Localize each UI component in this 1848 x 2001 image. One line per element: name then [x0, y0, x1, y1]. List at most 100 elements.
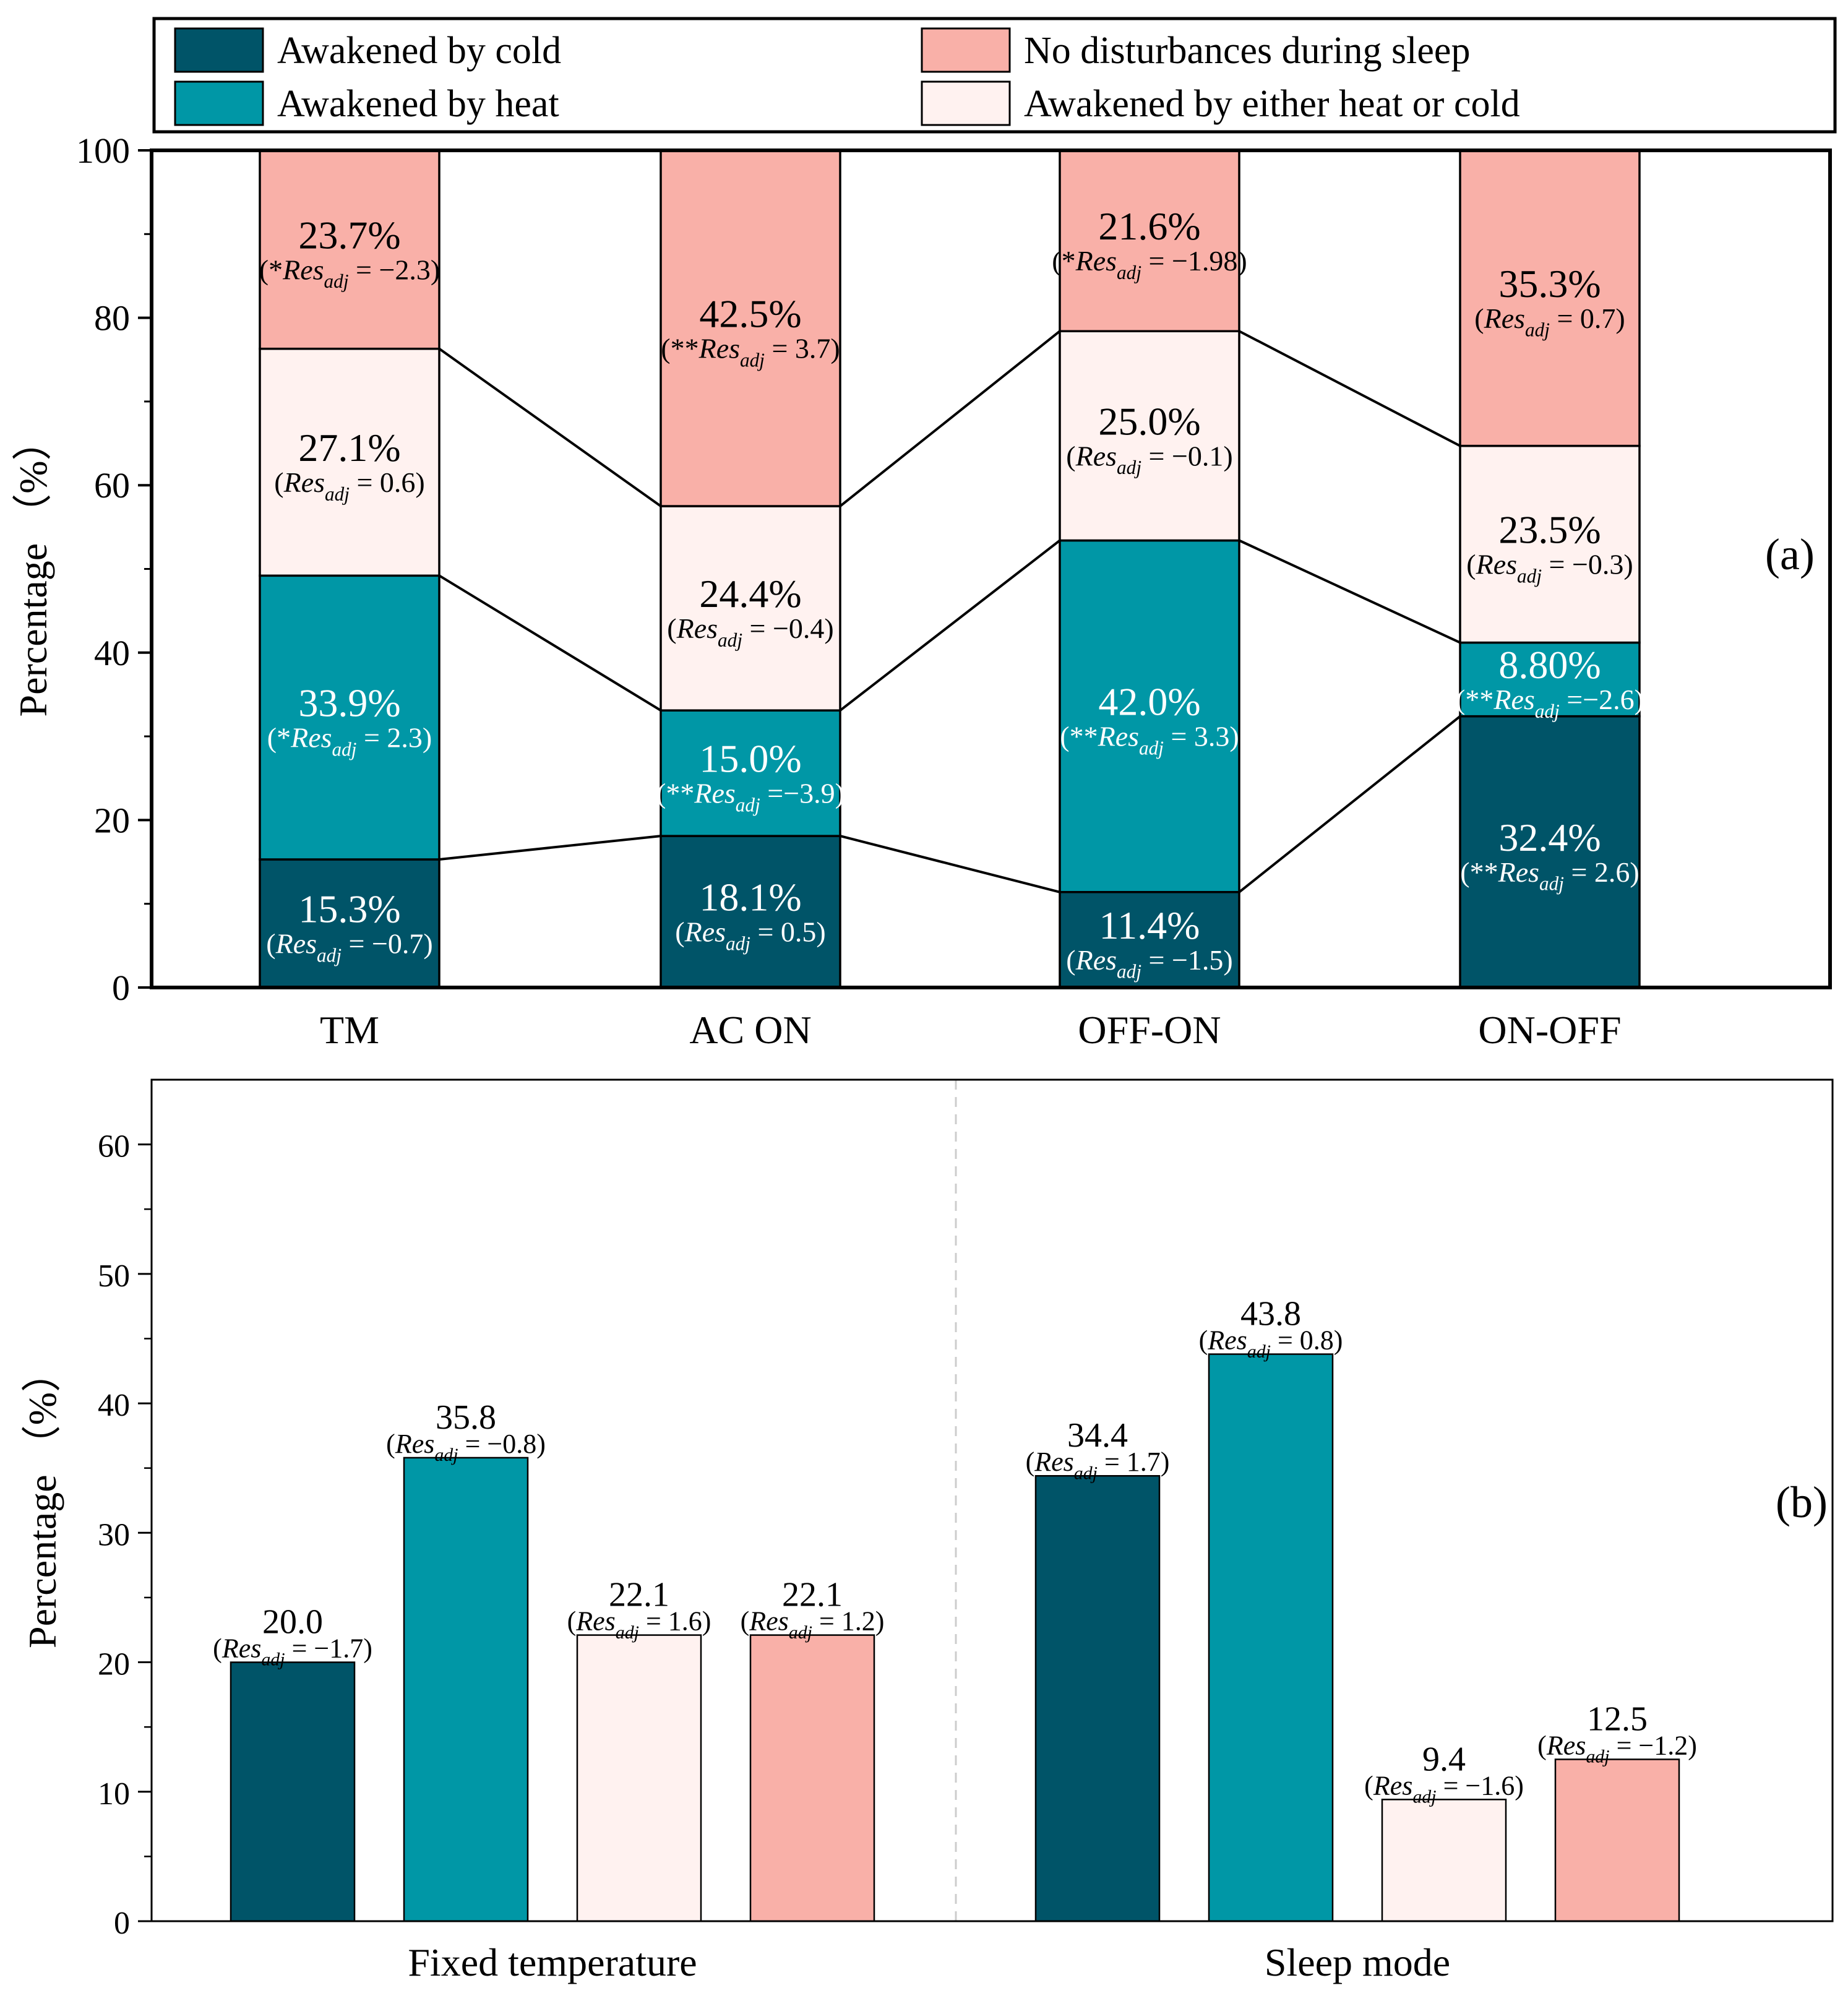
res-label: (Resadj = 1.2)	[741, 1606, 885, 1643]
bar-segment	[1059, 149, 1240, 332]
y-axis-label: Percentage （%）	[11, 421, 55, 716]
data-label: 18.1%	[699, 876, 801, 919]
y-tick-label: 60	[94, 465, 130, 506]
data-label: 33.9%	[298, 681, 400, 725]
res-label: (Resadj = 1.7)	[1026, 1447, 1170, 1483]
res-label: (**Resadj = 3.3)	[1060, 721, 1239, 759]
x-tick-label: OFF-ON	[1078, 1008, 1221, 1052]
plot-frame	[150, 148, 1832, 989]
res-label: (Resadj = −1.6)	[1364, 1770, 1524, 1807]
connector-line	[439, 835, 661, 861]
connector-line	[1238, 715, 1461, 893]
bar-segment	[1459, 149, 1641, 447]
data-label: 15.3%	[298, 887, 400, 931]
bar-segment	[259, 574, 441, 861]
connector-line	[839, 330, 1061, 507]
data-label: 32.4%	[1498, 815, 1601, 859]
data-label: 22.1	[782, 1576, 843, 1614]
bar-segment	[259, 858, 441, 989]
data-label: 35.8	[436, 1398, 496, 1437]
res-label: (Resadj = 0.6)	[274, 467, 424, 505]
bar	[230, 1661, 356, 1922]
bar	[1554, 1758, 1680, 1922]
res-label: (*Resadj = −1.98)	[1052, 245, 1247, 283]
bar-segment	[1459, 641, 1641, 718]
legend-label: Awakened by heat	[277, 83, 559, 125]
data-label: 24.4%	[699, 572, 801, 616]
data-label: 34.4	[1067, 1416, 1128, 1455]
x-tick-label: ON-OFF	[1478, 1008, 1621, 1052]
data-label: 21.6%	[1098, 204, 1200, 248]
data-label: 9.4	[1422, 1740, 1466, 1778]
data-label: 8.80%	[1498, 643, 1601, 687]
connector-line	[438, 348, 662, 507]
panel-label: (b)	[1776, 1478, 1828, 1527]
y-tick-label: 20	[98, 1647, 130, 1682]
legend-swatch	[174, 27, 264, 73]
x-tick-label: AC ON	[689, 1008, 811, 1052]
data-label: 23.7%	[298, 213, 400, 257]
data-label: 42.0%	[1098, 680, 1200, 724]
data-label: 20.0	[262, 1603, 323, 1642]
panel-label: (a)	[1765, 530, 1815, 579]
res-label: (Resadj = −0.3)	[1466, 549, 1633, 587]
y-tick-label: 30	[98, 1517, 130, 1552]
legend-label: Awakened by cold	[277, 30, 561, 72]
bar	[1208, 1353, 1334, 1922]
bar	[403, 1457, 529, 1922]
data-label: 25.0%	[1098, 399, 1200, 443]
bar	[576, 1634, 702, 1922]
bar-segment	[660, 505, 841, 712]
bar	[1381, 1799, 1507, 1922]
bar	[1034, 1474, 1161, 1922]
bar-segment	[259, 149, 441, 350]
res-label: (Resadj = −1.7)	[213, 1633, 372, 1670]
res-label: (Resadj = 0.5)	[675, 916, 825, 955]
bar-segment	[660, 149, 841, 507]
legend-label: Awakened by either heat or cold	[1024, 83, 1520, 125]
plot-frame	[150, 1078, 1834, 1922]
legend: Awakened by cold No disturbances during s…	[152, 17, 1837, 134]
res-label: (Resadj = 0.7)	[1474, 303, 1625, 341]
res-label: (**Resadj =−3.9)	[656, 778, 844, 816]
bar-segment	[259, 347, 441, 577]
res-label: (Resadj = −1.2)	[1537, 1730, 1697, 1766]
bar-segment	[1059, 539, 1240, 893]
y-tick-label: 10	[98, 1776, 130, 1812]
res-label: (Resadj = −0.7)	[266, 927, 432, 966]
res-label: (Resadj = 0.8)	[1199, 1325, 1343, 1362]
connector-line	[840, 835, 1060, 893]
data-label: 42.5%	[699, 292, 801, 336]
bar-segment	[1059, 891, 1240, 989]
res-label: (Resadj = 1.6)	[567, 1606, 711, 1643]
y-axis-label: Percentage （%）	[20, 1353, 64, 1648]
legend-swatch	[174, 80, 264, 126]
connector-line	[1239, 539, 1461, 644]
data-label: 15.0%	[699, 737, 801, 781]
legend-swatch	[921, 27, 1011, 73]
data-label: 27.1%	[298, 426, 400, 470]
bar-segment	[1059, 330, 1240, 542]
y-tick-label: 0	[114, 1906, 130, 1941]
data-label: 11.4%	[1099, 903, 1200, 947]
legend-swatch	[921, 80, 1011, 126]
bar-segment	[1459, 444, 1641, 644]
connector-line	[438, 574, 662, 712]
data-label: 23.5%	[1498, 508, 1601, 552]
res-label: (Resadj = −0.8)	[386, 1429, 546, 1465]
data-label: 43.8	[1240, 1295, 1301, 1333]
res-label: (**Resadj = 3.7)	[661, 333, 840, 371]
connector-line	[1239, 330, 1461, 447]
bar	[749, 1634, 875, 1922]
y-tick-label: 20	[94, 800, 130, 840]
y-tick-label: 40	[98, 1388, 130, 1423]
y-tick-label: 0	[112, 968, 130, 1008]
y-tick-label: 50	[98, 1259, 130, 1294]
legend-label: No disturbances during sleep	[1024, 30, 1470, 72]
y-tick-label: 80	[94, 298, 130, 338]
x-group-label: Fixed temperature	[408, 1940, 697, 1984]
res-label: (*Resadj = 2.3)	[267, 722, 432, 760]
